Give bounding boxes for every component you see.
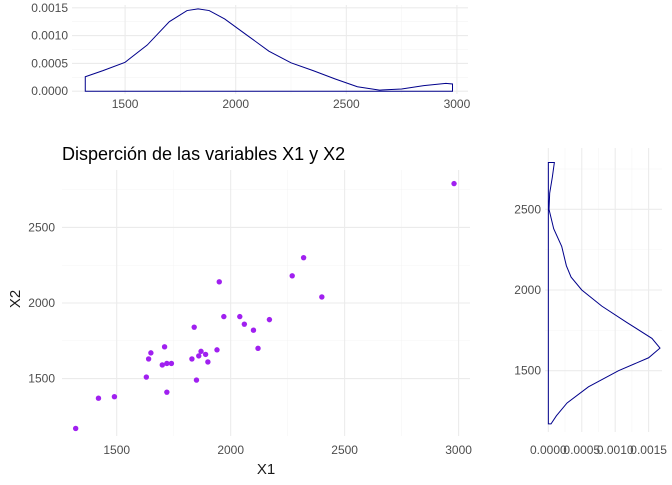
right-x-tick-label: 0.0015	[630, 443, 667, 457]
top-y-tick-label: 0.0015	[31, 1, 68, 15]
scatter-point	[143, 374, 150, 380]
scatter-point	[205, 359, 211, 365]
scatter-point	[72, 425, 79, 432]
scatter-y-tick-label: 1500	[28, 372, 55, 386]
top-x-tick-label: 1500	[112, 97, 139, 111]
right-x-tick-label: 0.0000	[530, 443, 567, 457]
y-axis-title: X2	[7, 290, 24, 308]
right-x-tick-label: 0.0005	[563, 443, 600, 457]
scatter-point	[95, 395, 102, 401]
top-y-tick-label: 0.0005	[31, 56, 68, 70]
scatter-point	[266, 316, 273, 323]
top-y-tick-label: 0.0010	[31, 29, 68, 43]
top-density-panel: 0.0000 0.0005 0.0010 0.0015 1500 2000 2500 3000	[31, 1, 470, 111]
scatter-point	[164, 389, 170, 395]
scatter-panel: 1500 2000 2500 1500 2000 2500 3000	[28, 170, 472, 457]
scatter-point	[145, 356, 152, 362]
scatter-x-tick-label: 1500	[103, 443, 130, 457]
scatter-x-tick-label: 2500	[331, 443, 358, 457]
scatter-point	[164, 360, 170, 367]
scatter-point	[193, 377, 200, 383]
top-x-tick-label: 3000	[444, 97, 471, 111]
scatter-point	[255, 345, 261, 352]
scatter-point	[159, 362, 165, 368]
scatter-point	[216, 279, 222, 285]
x-axis-title: X1	[257, 461, 275, 478]
scatter-point	[241, 321, 248, 327]
scatter-x-tick-label: 3000	[445, 443, 472, 457]
scatter-point	[189, 356, 195, 362]
scatter-point	[196, 353, 202, 359]
scatter-point	[221, 313, 227, 320]
x1-density-curve	[84, 8, 454, 92]
x2-density-curve	[547, 162, 661, 425]
scatter-point	[237, 313, 243, 320]
scatter-point	[198, 348, 204, 355]
scatter-point	[202, 351, 209, 358]
scatter-point	[191, 324, 197, 330]
right-x-tick-label: 0.0010	[597, 443, 634, 457]
scatter-point	[319, 294, 325, 300]
top-y-tick-label: 0.0000	[31, 84, 68, 98]
scatter-point	[168, 360, 175, 367]
scatter-point	[300, 254, 307, 261]
scatter-x-tick-label: 2000	[217, 443, 244, 457]
chart-title: Disperción de las variables X1 y X2	[62, 144, 345, 164]
scatter-point	[289, 273, 295, 279]
scatter-point	[250, 327, 257, 333]
scatter-y-tick-label: 2500	[28, 220, 55, 234]
right-y-tick-label: 2000	[514, 283, 541, 297]
scatter-y-tick-label: 2000	[28, 296, 55, 310]
scatter-point	[214, 347, 220, 353]
scatter-point	[161, 344, 168, 350]
top-x-tick-label: 2000	[222, 97, 249, 111]
top-x-tick-label: 2500	[333, 97, 360, 111]
right-y-tick-label: 2500	[514, 202, 541, 216]
right-y-tick-label: 1500	[514, 364, 541, 378]
scatter-point	[111, 394, 118, 400]
scatter-point	[148, 350, 154, 356]
scatter-point	[451, 180, 457, 187]
